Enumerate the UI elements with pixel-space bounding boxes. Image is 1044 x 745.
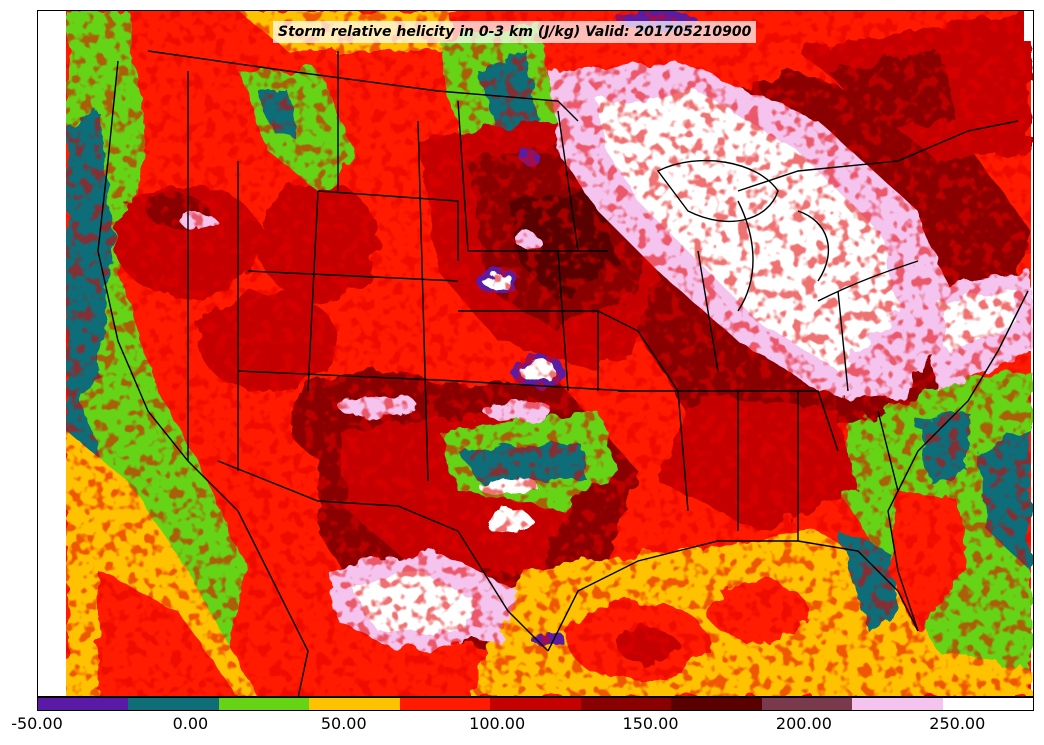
lake-huron [797, 210, 829, 282]
colorbar-tick-label: 250.00 [929, 714, 986, 733]
helicity-map [38, 11, 1033, 696]
border-us-canada-west [147, 50, 579, 122]
colorbar-segment [852, 698, 943, 710]
colorbar-segment [38, 698, 129, 710]
colorbar-segment [942, 698, 1033, 710]
no-data-strip-left [38, 11, 66, 696]
no-data-strip-right [1024, 11, 1033, 41]
map-panel [37, 10, 1034, 697]
map-title: Storm relative helicity in 0-3 km (J/kg)… [273, 21, 757, 43]
colorbar-segment [671, 698, 762, 710]
colorbar-segment [580, 698, 672, 710]
coastline-gulf [547, 540, 919, 652]
colorbar-tick-labels: -50.00 0.00 50.00 100.00 150.00 200.00 250.00 [0, 714, 1044, 738]
colorbar-segment [761, 698, 853, 710]
border-us-canada-east [737, 120, 1019, 192]
border-us-mexico [217, 460, 549, 652]
colorbar-segment [128, 698, 219, 710]
lake-erie [817, 260, 919, 302]
colorbar-segment [218, 698, 310, 710]
coastline-west [97, 60, 309, 696]
colorbar-segment [490, 698, 581, 710]
colorbar-tick-label: -50.00 [11, 714, 63, 733]
colorbar-tick-label: 100.00 [469, 714, 526, 733]
colorbar-segment [399, 698, 491, 710]
colorbar-segment [309, 698, 400, 710]
lake-superior [656, 159, 779, 223]
colorbar-tick-label: 200.00 [775, 714, 832, 733]
lake-michigan [737, 200, 754, 312]
colorbar [37, 697, 1034, 711]
colorbar-tick-label: 150.00 [622, 714, 679, 733]
texture-overlay [66, 11, 1031, 696]
boundaries [97, 50, 1029, 696]
colorbar-tick-label: 50.00 [320, 714, 367, 733]
colorbar-tick-label: 0.00 [172, 714, 209, 733]
coastline-atlantic [887, 290, 1029, 632]
